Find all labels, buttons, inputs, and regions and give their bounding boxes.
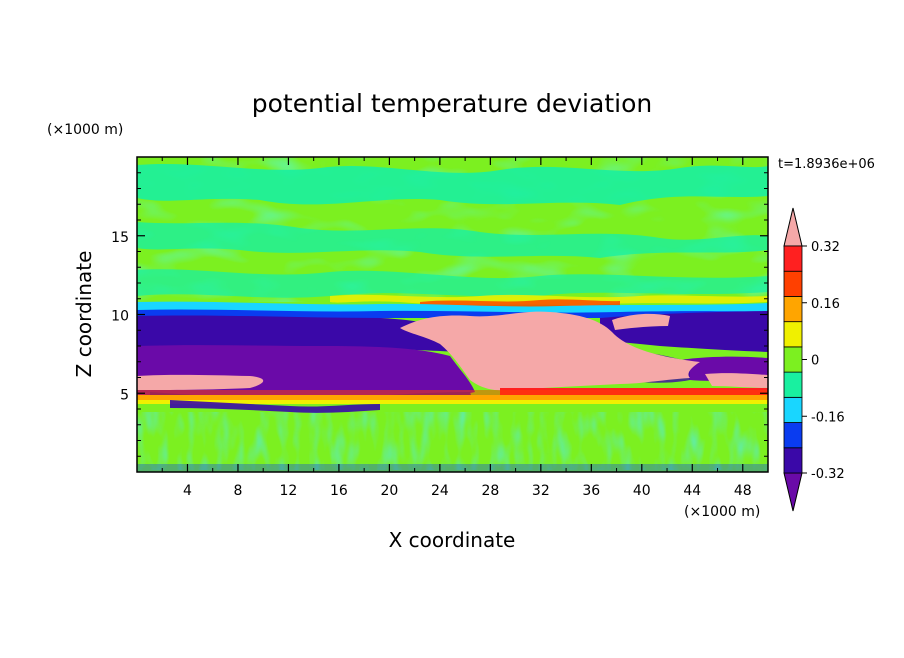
y-axis-label: Z coordinate [72,251,96,378]
x-tick-label: 36 [582,483,600,499]
x-ticks: 4 8 12 16 20 24 28 32 36 40 44 48 [161,157,752,499]
x-tick-label: 20 [380,483,398,499]
x-tick-label: 40 [633,483,651,499]
y-tick-label: 10 [111,309,129,325]
colorbar-extend-low [783,472,803,512]
colorbar-tick-label: -0.16 [811,410,845,425]
x-tick-label: 24 [431,483,449,499]
colorbar-segment [783,245,803,272]
time-label: t=1.8936e+06 [778,157,875,172]
x-tick-label: 12 [280,483,298,499]
colorbar-tick-label: 0.16 [811,297,840,312]
colorbar-tick-label: 0 [811,354,819,369]
colorbar-segment [783,447,803,474]
x-tick-label: 48 [734,483,752,499]
x-tick-label: 8 [233,483,242,499]
colorbar-segment [783,371,803,398]
colorbar: 0.32 0.16 0 -0.16 -0.32 [783,207,845,512]
colorbar-extend-high [783,207,803,247]
x-axis-unit: (×1000 m) [684,504,760,520]
contour-field [137,157,768,472]
y-ticks: 5 10 15 [111,172,768,457]
x-tick-label: 28 [481,483,499,499]
x-axis-label: X coordinate [389,528,516,552]
colorbar-segment [783,270,803,297]
x-tick-label: 16 [330,483,348,499]
colorbar-segment [783,321,803,348]
x-tick-label: 44 [683,483,701,499]
colorbar-tick-label: 0.32 [811,240,840,255]
x-tick-label: 4 [183,483,192,499]
colorbar-tick-label: -0.32 [811,467,845,482]
x-tick-label: 32 [532,483,550,499]
colorbar-segment [783,396,803,423]
y-tick-label: 5 [120,387,129,403]
colorbar-segment [783,422,803,449]
colorbar-segment [783,296,803,323]
y-tick-label: 15 [111,230,129,246]
colorbar-segment [783,346,803,373]
chart-title: potential temperature deviation [252,89,652,118]
y-axis-unit: (×1000 m) [47,122,123,138]
